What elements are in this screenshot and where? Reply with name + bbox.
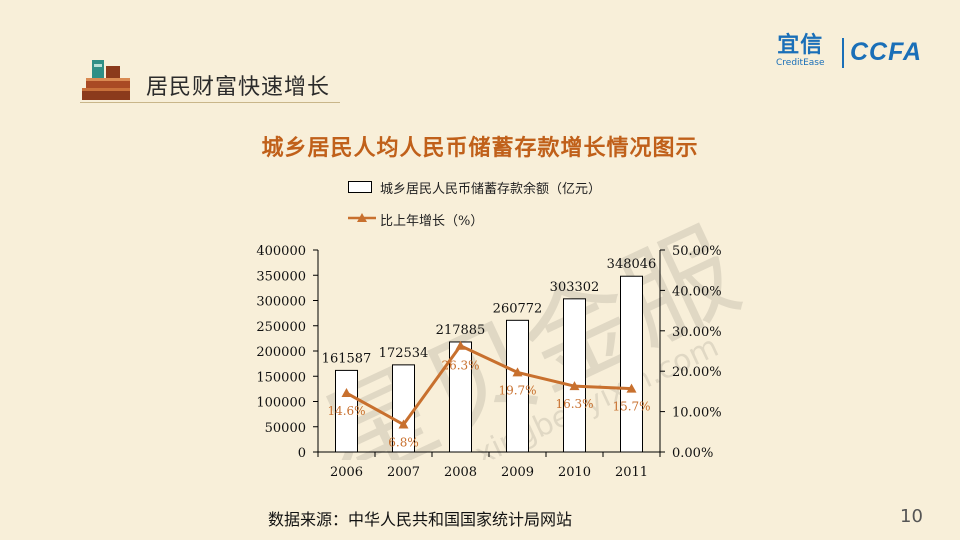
growth-line xyxy=(345,343,632,427)
y-left-tick-label: 250000 xyxy=(256,320,306,335)
y-left-tick-label: 0 xyxy=(298,446,306,461)
yixin-logo-en: CreditEase xyxy=(776,58,825,68)
yixin-logo-cn: 宜信 xyxy=(777,33,824,58)
bar xyxy=(620,275,643,453)
y-right-tick-label: 50.00% xyxy=(672,244,722,259)
y-left-tick-label: 400000 xyxy=(256,244,306,259)
y-right-tick-label: 40.00% xyxy=(672,284,722,299)
header-divider xyxy=(80,102,340,103)
ccfa-logo: CCFA xyxy=(850,38,923,66)
y-right-tick-label: 20.00% xyxy=(672,365,722,380)
x-tick-label: 2007 xyxy=(387,465,420,480)
chart-title: 城乡居民人均人民币储蓄存款增长情况图示 xyxy=(261,136,699,161)
bar-data-label: 217885 xyxy=(436,323,486,338)
x-tick-label: 2010 xyxy=(558,465,591,480)
growth-data-label: 15.7% xyxy=(612,400,650,414)
y-left-tick-label: 100000 xyxy=(256,396,306,411)
legend-bar-swatch xyxy=(348,181,372,193)
y-left-tick-label: 150000 xyxy=(256,370,306,385)
bar xyxy=(335,369,358,453)
y-left-tick-label: 350000 xyxy=(256,269,306,284)
y-left-tick-label: 200000 xyxy=(256,345,306,360)
bar-data-label: 161587 xyxy=(322,351,372,366)
growth-point xyxy=(512,367,523,377)
bar-data-label: 303302 xyxy=(550,280,600,295)
bar xyxy=(506,319,529,453)
growth-point xyxy=(626,383,637,393)
growth-data-label: 6.8% xyxy=(388,436,419,450)
logo-separator xyxy=(842,38,844,68)
x-tick-label: 2009 xyxy=(501,465,534,480)
x-tick-label: 2006 xyxy=(330,465,363,480)
bar-data-label: 260772 xyxy=(493,301,543,316)
y-right-tick-label: 10.00% xyxy=(672,406,722,421)
legend-label-bar: 城乡居民人民币储蓄存款余额（亿元） xyxy=(380,182,602,197)
books-icon xyxy=(82,60,130,100)
y-left-tick-label: 300000 xyxy=(256,295,306,310)
legend-line-swatch xyxy=(348,213,376,222)
growth-data-label: 14.6% xyxy=(327,404,365,418)
y-right-tick-label: 0.00% xyxy=(672,446,713,461)
y-right-tick-label: 30.00% xyxy=(672,325,722,340)
yixin-logo: 宜信 CreditEase xyxy=(776,33,825,69)
x-tick-label: 2011 xyxy=(615,465,648,480)
data-source: 数据来源：中华人民共和国国家统计局网站 xyxy=(268,510,573,529)
growth-point xyxy=(341,388,352,398)
bar-data-label: 348046 xyxy=(607,257,657,272)
growth-data-label: 19.7% xyxy=(498,383,536,397)
x-tick-label: 2008 xyxy=(444,465,477,480)
growth-data-label: 26.3% xyxy=(441,359,479,373)
bar-data-label: 172534 xyxy=(379,346,429,361)
growth-point xyxy=(569,381,580,391)
growth-point xyxy=(455,340,466,350)
legend-label-line: 比上年增长（%） xyxy=(380,214,484,229)
section-title: 居民财富快速增长 xyxy=(146,75,331,100)
page-number: 10 xyxy=(900,506,923,527)
bar xyxy=(563,298,586,453)
growth-point xyxy=(398,419,409,429)
growth-data-label: 16.3% xyxy=(555,397,593,411)
y-left-tick-label: 50000 xyxy=(265,421,306,436)
